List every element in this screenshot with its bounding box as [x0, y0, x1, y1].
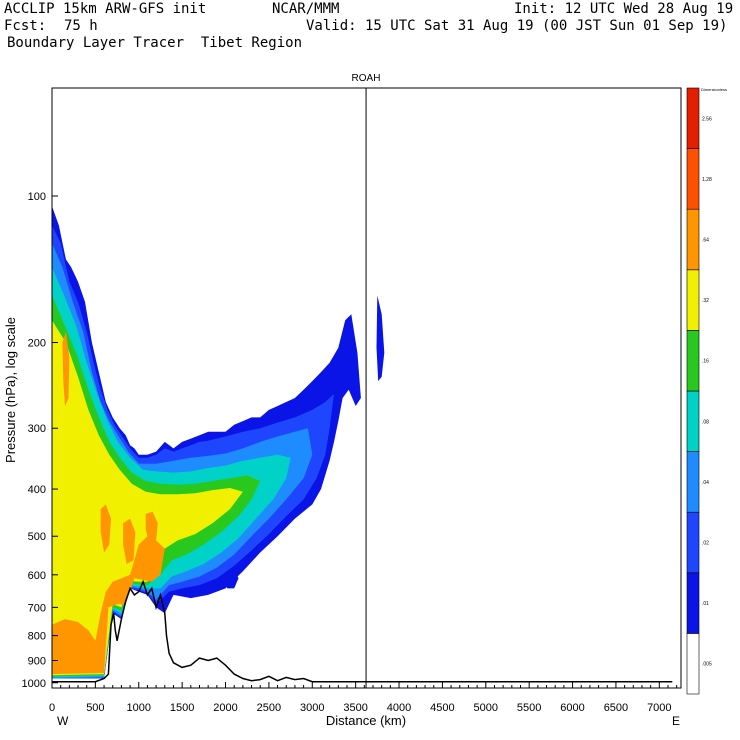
y-tick-label: 900	[28, 656, 46, 668]
forecast-hours: 75 h	[64, 18, 98, 34]
tracer-region-9	[123, 518, 136, 564]
y-tick-label: 500	[28, 531, 46, 543]
colorbar-level-label: .32	[702, 298, 709, 304]
x-tick-label: 5000	[474, 702, 498, 714]
colorbar-swatch	[686, 390, 700, 452]
x-tick-label: 7000	[647, 702, 671, 714]
chart-title: ROAH	[352, 73, 381, 84]
tracer-region-12	[376, 295, 385, 382]
plot-frame	[51, 87, 682, 689]
y-axis-label: Pressure (hPa), log scale	[3, 317, 18, 463]
colorbar-swatch	[686, 87, 700, 149]
tracer-region-7	[62, 331, 70, 406]
colorbar-level-label: .08	[702, 419, 709, 425]
colorbar-level-label: 2.56	[702, 116, 712, 122]
colorbar-level-label: .01	[702, 601, 709, 607]
colorbar-swatch	[686, 148, 700, 210]
x-tick-label: 3500	[343, 702, 367, 714]
x-tick-label: 3000	[300, 702, 324, 714]
tracer-region-5	[52, 320, 243, 676]
tracer-region-8	[100, 504, 111, 553]
colorbar-swatch	[686, 330, 700, 392]
x-tick-label: 2500	[257, 702, 281, 714]
colorbar-swatch	[686, 633, 700, 695]
y-tick-label: 300	[28, 423, 46, 435]
y-tick-label: 700	[28, 602, 46, 614]
x-tick-label: 1000	[127, 702, 151, 714]
model-title: ACCLIP 15km ARW-GFS init	[4, 1, 207, 17]
colorbar-level-label: .02	[702, 541, 709, 547]
init-time: Init: 12 UTC Wed 28 Aug 19	[514, 1, 734, 17]
valid-time: Valid: 15 UTC Sat 31 Aug 19 (00 JST Sun …	[306, 18, 728, 34]
colorbar-swatch	[686, 451, 700, 513]
x-tick-label: 500	[86, 702, 104, 714]
x-tick-label: 6500	[604, 702, 628, 714]
east-label: E	[672, 714, 680, 728]
x-tick-label: 2000	[213, 702, 237, 714]
terrain-profile-line	[52, 579, 673, 683]
colorbar-swatch	[686, 511, 700, 574]
x-tick-label: 1500	[170, 702, 194, 714]
x-tick-label: 6000	[560, 702, 584, 714]
colorbar-level-label: .04	[702, 480, 709, 486]
tracer-region-10	[145, 511, 158, 543]
colorbar-title: Dimensionless	[701, 87, 727, 92]
x-axis-label: Distance (km)	[326, 713, 406, 728]
y-tick-label: 1000	[22, 678, 46, 690]
forecast-label: Fcst:	[4, 18, 47, 34]
product-title: Boundary Layer Tracer Tibet Region	[7, 35, 303, 51]
x-tick-label: 4500	[430, 702, 454, 714]
x-tick-label: 5500	[517, 702, 541, 714]
colorbar-level-label: .16	[702, 359, 709, 365]
colorbar-level-label: 1.28	[702, 177, 712, 183]
y-tick-label: 800	[28, 631, 46, 643]
x-tick-label: 0	[49, 702, 55, 714]
colorbar-level-label: .64	[702, 238, 709, 244]
west-label: W	[57, 714, 69, 728]
colorbar-swatch	[686, 208, 700, 271]
y-tick-label: 200	[28, 338, 46, 350]
tracer-region-11	[224, 569, 239, 589]
organization-label: NCAR/MMM	[272, 1, 340, 17]
y-tick-label: 100	[28, 191, 46, 203]
y-tick-label: 600	[28, 570, 46, 582]
colorbar-level-label: .005	[702, 662, 712, 668]
colorbar-swatch	[686, 572, 700, 634]
colorbar-swatch	[686, 269, 700, 331]
tracer-region-6	[52, 536, 165, 675]
y-tick-label: 400	[28, 484, 46, 496]
x-tick-label: 4000	[387, 702, 411, 714]
